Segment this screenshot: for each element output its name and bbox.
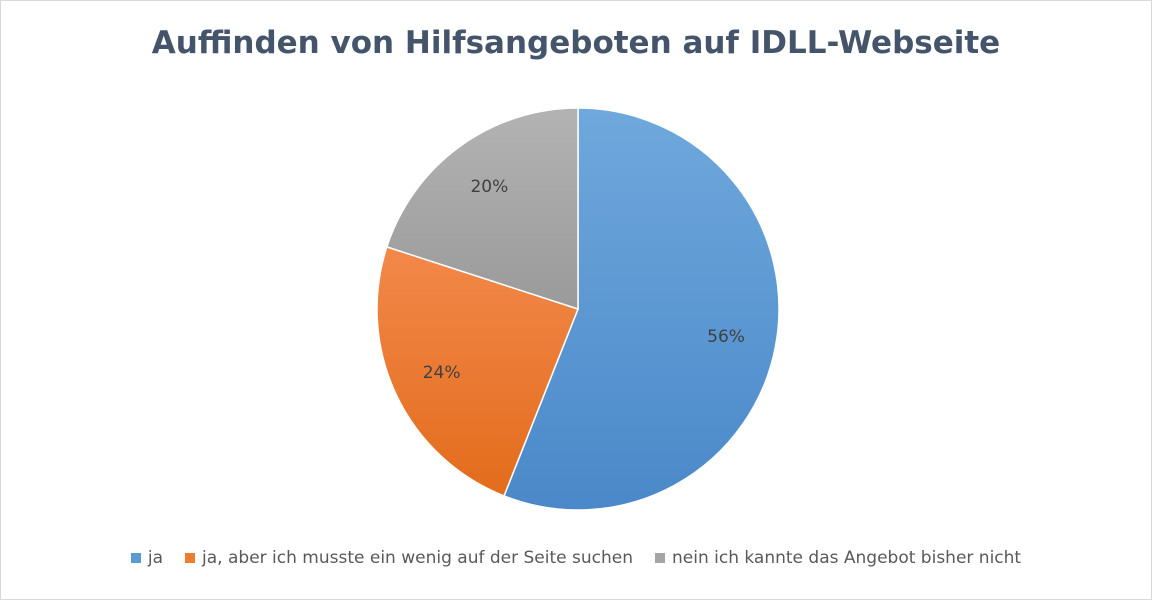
legend-label: ja, aber ich musste ein wenig auf der Se…	[202, 548, 633, 568]
data-label: 20%	[470, 177, 508, 197]
legend-item-nein: nein ich kannte das Angebot bisher nicht	[655, 548, 1021, 568]
pie-slice-ja	[503, 107, 780, 511]
legend-item-ja: ja	[130, 548, 164, 568]
data-label: 56%	[707, 327, 745, 347]
data-label: 24%	[423, 363, 461, 383]
chart-title: Auffinden von Hilfsangeboten auf IDLL-We…	[151, 25, 1001, 61]
legend-label: nein ich kannte das Angebot bisher nicht	[672, 548, 1022, 568]
legend-swatch	[655, 553, 665, 563]
pie-slice-nein	[385, 107, 579, 311]
legend-swatch	[185, 553, 196, 563]
legend-swatch	[130, 553, 141, 563]
pie-slice-ja-aber-suchen	[376, 245, 579, 497]
legend-item-ja-aber-suchen: ja, aber ich musste ein wenig auf der Se…	[185, 548, 633, 568]
legend: ja ja, aber ich musste ein wenig auf der…	[1, 548, 1151, 568]
legend-label: ja	[147, 548, 164, 568]
